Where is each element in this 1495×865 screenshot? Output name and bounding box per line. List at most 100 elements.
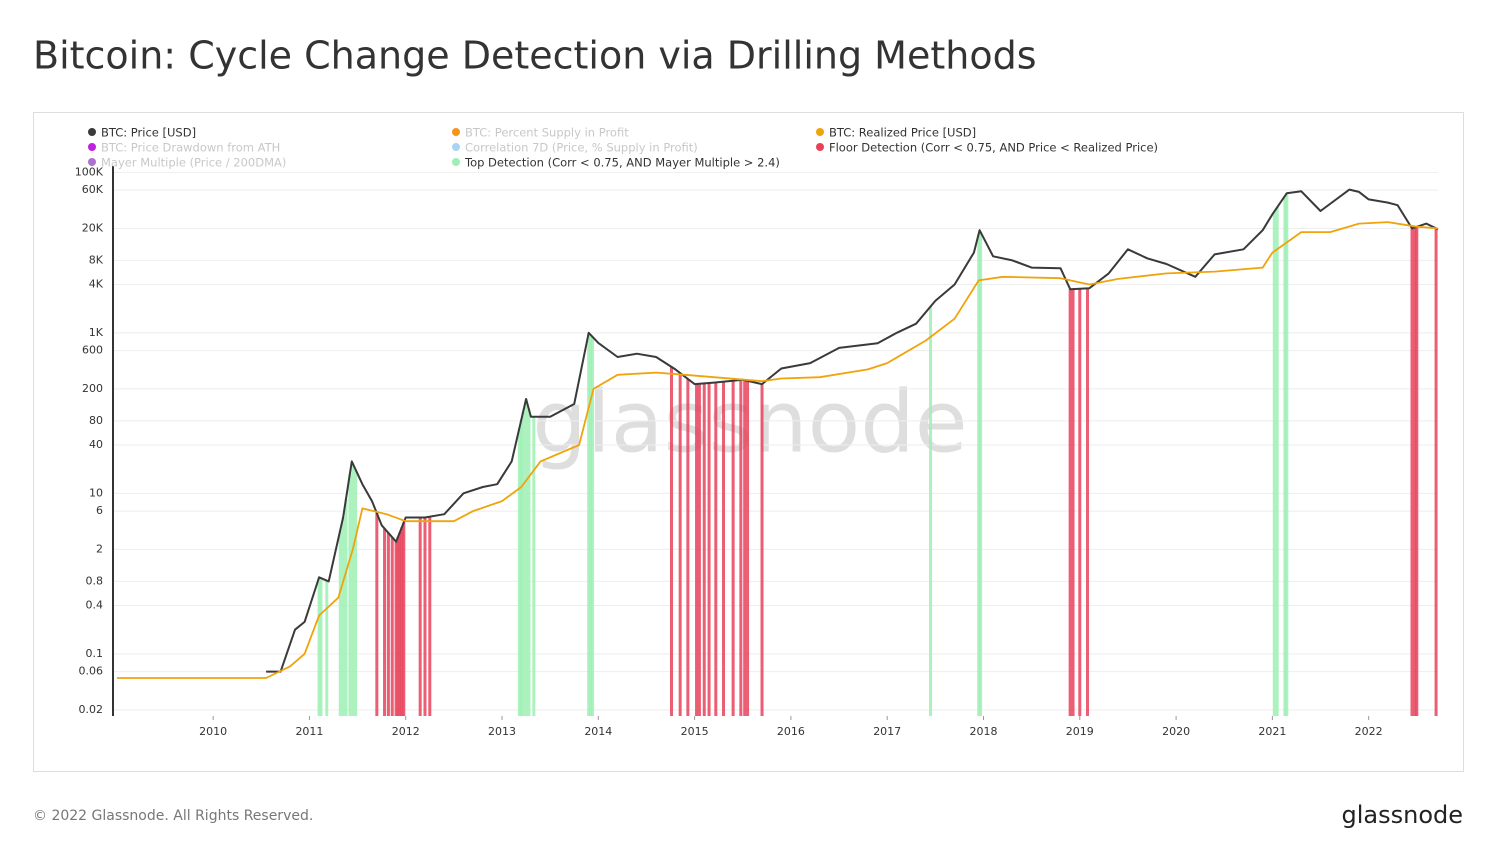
detection-bar: [678, 373, 682, 716]
detection-bar: [702, 383, 706, 716]
detection-bar: [1413, 227, 1417, 716]
y-tick-label: 2: [96, 542, 103, 555]
detection-bar: [524, 398, 528, 716]
detection-bar: [354, 469, 358, 716]
y-tick-label: 40: [89, 438, 103, 451]
x-tick-label: 2014: [584, 725, 612, 738]
series-line: [266, 188, 1439, 673]
detection-bar: [394, 541, 398, 716]
y-tick-label: 6: [96, 504, 103, 517]
legend-swatch: [816, 143, 824, 151]
detection-bar: [317, 577, 321, 716]
legend-label: BTC: Price [USD]: [101, 126, 196, 140]
legend-swatch: [88, 158, 96, 166]
detection-bar: [348, 473, 352, 716]
detection-bar: [386, 532, 390, 716]
y-tick-label: 0.06: [79, 665, 104, 678]
chart-title: Bitcoin: Cycle Change Detection via Dril…: [33, 34, 1037, 78]
x-tick-label: 2021: [1258, 725, 1286, 738]
detection-bar: [521, 411, 525, 716]
x-tick-label: 2011: [295, 725, 323, 738]
x-tick-label: 2010: [199, 725, 227, 738]
legend-label: BTC: Realized Price [USD]: [829, 126, 976, 140]
detection-bar: [695, 383, 699, 716]
detection-bar: [979, 232, 983, 716]
legend-label: Correlation 7D (Price, % Supply in Profi…: [465, 141, 698, 155]
footer: © 2022 Glassnode. All Rights Reserved.: [33, 808, 313, 824]
legend-label: Top Detection (Corr < 0.75, AND Mayer Mu…: [464, 156, 780, 170]
x-tick-label: 2020: [1162, 725, 1190, 738]
detection-bar: [375, 513, 379, 716]
detection-bar: [1434, 228, 1438, 716]
detection-bar: [338, 530, 342, 716]
detection-bar: [1410, 228, 1414, 716]
y-tick-label: 80: [89, 414, 103, 427]
legend-label: BTC: Price Drawdown from ATH: [101, 141, 280, 155]
detection-bar: [341, 517, 345, 716]
x-tick-label: 2018: [969, 725, 997, 738]
detection-bar: [532, 416, 536, 716]
legend-swatch: [452, 158, 460, 166]
y-tick-label: 0.02: [79, 703, 104, 716]
detection-bar: [527, 409, 531, 716]
y-tick-label: 10: [89, 486, 103, 499]
detection-bar: [591, 336, 595, 716]
logo: glassnode: [1341, 801, 1463, 829]
y-tick-label: 20K: [82, 221, 104, 234]
legend-swatch: [816, 128, 824, 136]
y-tick-label: 0.4: [86, 599, 104, 612]
detection-bar: [396, 536, 400, 716]
detection-bar: [746, 380, 750, 716]
y-tick-label: 4K: [89, 278, 104, 291]
detection-bar: [587, 332, 591, 716]
detection-bar: [1272, 211, 1276, 716]
detection-bar: [760, 384, 764, 716]
detection-bar: [589, 334, 593, 716]
detection-bar: [731, 380, 735, 716]
series-line: [116, 221, 1439, 679]
detection-bar: [1415, 226, 1419, 716]
detection-bar: [402, 522, 406, 716]
x-tick-label: 2015: [681, 725, 709, 738]
detection-bar: [344, 498, 348, 716]
detection-bar: [423, 517, 427, 716]
x-tick-label: 2012: [392, 725, 420, 738]
detection-bar: [1275, 207, 1279, 717]
detection-bar: [670, 366, 674, 716]
detection-bar: [390, 537, 394, 716]
legend-label: BTC: Percent Supply in Profit: [465, 126, 629, 140]
detection-bar: [1071, 289, 1075, 716]
detection-bar: [319, 578, 323, 716]
detection-bar: [707, 382, 711, 716]
detection-bar: [714, 382, 718, 716]
x-tick-label: 2017: [873, 725, 901, 738]
y-tick-label: 0.8: [86, 574, 104, 587]
y-tick-label: 8K: [89, 253, 104, 266]
detection-bar: [428, 516, 432, 716]
detection-bar: [398, 531, 402, 716]
detection-bar: [697, 383, 701, 716]
detection-bar: [383, 528, 387, 716]
detection-bar: [1078, 288, 1082, 716]
detection-bar: [1085, 288, 1089, 716]
y-tick-label: 0.1: [86, 647, 104, 660]
y-tick-label: 100K: [75, 165, 104, 178]
detection-bar: [351, 463, 355, 716]
y-tick-label: 60K: [82, 183, 104, 196]
plot-layer: [113, 171, 1439, 717]
x-tick-label: 2019: [1066, 725, 1094, 738]
detection-bar: [418, 517, 422, 716]
x-tick-label: 2013: [488, 725, 516, 738]
detection-bar: [517, 428, 521, 716]
detection-bar: [1068, 289, 1072, 716]
detection-bar: [325, 580, 329, 716]
detection-bar: [929, 306, 933, 716]
legend-swatch: [452, 128, 460, 136]
legend-label: Mayer Multiple (Price / 200DMA): [101, 156, 286, 170]
x-tick-label: 2016: [777, 725, 805, 738]
y-tick-label: 1K: [89, 326, 104, 339]
x-tick-label: 2022: [1355, 725, 1383, 738]
chart-frame: [33, 112, 1464, 772]
